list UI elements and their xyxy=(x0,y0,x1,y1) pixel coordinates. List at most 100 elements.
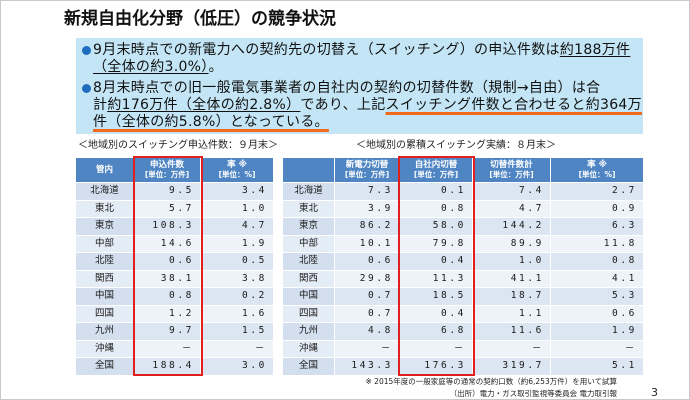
value-cell: 4.8 xyxy=(335,322,400,340)
value-cell: 10.1 xyxy=(335,234,400,252)
region-name: 北陸 xyxy=(283,252,335,270)
region-name: 全国 xyxy=(76,357,134,375)
table-row: 北海道 7.3 0.1 7.4 2.7 xyxy=(283,182,643,200)
value-cell: 5.1 xyxy=(551,357,643,375)
column-header: 管内 xyxy=(76,158,134,182)
value-cell: 79.8 xyxy=(400,234,473,252)
region-name: 中部 xyxy=(76,234,134,252)
value-cell: 3.8 xyxy=(201,269,273,287)
column-header-label: 申込件数 xyxy=(149,160,184,170)
table-row: 関西 29.8 11.3 41.1 4.1 xyxy=(283,269,643,287)
region-name: 沖縄 xyxy=(283,339,335,357)
value-cell: － xyxy=(551,339,643,357)
summary-box: 9月末時点での新電力への契約先の切替え（スイッチング）の申込件数は約188万件 … xyxy=(76,38,643,134)
value-cell: 1.0 xyxy=(201,199,273,217)
value-cell: 41.1 xyxy=(473,269,551,287)
value-cell: 0.6 xyxy=(335,252,400,270)
region-name: 沖縄 xyxy=(76,339,134,357)
bullet-dot-icon xyxy=(82,46,91,55)
value-cell: 0.1 xyxy=(400,182,473,200)
table-header-row: 管内 申込件数 [単位：万件] 率 ※ [単位：%] xyxy=(76,158,273,182)
table-row: 東北 3.9 0.8 4.7 0.9 xyxy=(283,199,643,217)
column-header: 自社内切替 [単位：万件] xyxy=(400,158,473,182)
value-cell: 1.5 xyxy=(201,322,273,340)
column-header-label: 新電力切替 xyxy=(345,160,389,170)
bullet-dot-icon xyxy=(82,84,91,93)
value-cell: 6.8 xyxy=(400,322,473,340)
region-name: 北陸 xyxy=(76,252,134,270)
table-header-row: 新電力切替 [単位：万件] 自社内切替 [単位：万件] 切替件数計 [単位：万件] 率 ※[… xyxy=(283,158,643,182)
value-cell: 319.7 xyxy=(473,357,551,375)
value-cell: 0.7 xyxy=(335,287,400,305)
left-table-caption: ＜地域別のスイッチング申込件数：９月末＞ xyxy=(78,140,278,151)
table-row: 四国 1.2 1.6 xyxy=(76,304,273,322)
column-header: 率 ※ [単位：%] xyxy=(201,158,273,182)
table-row: 中国 0.8 0.2 xyxy=(76,287,273,305)
column-header-label: 管内 xyxy=(95,165,113,175)
footnote: ※ 2015年度の一般家庭等の通常の契約口数（約6,253万件）を用いて試算 xyxy=(365,377,618,386)
column-header-label: 自社内切替 xyxy=(414,160,458,170)
value-cell: 9.7 xyxy=(134,322,201,340)
value-cell: 14.6 xyxy=(134,234,201,252)
value-cell: 18.5 xyxy=(400,287,473,305)
column-header-unit: [単位：万件] xyxy=(413,170,459,179)
table-row: 関西 38.1 3.8 xyxy=(76,269,273,287)
value-cell: 144.2 xyxy=(473,217,551,235)
cumulative-switching-table: 新電力切替 [単位：万件] 自社内切替 [単位：万件] 切替件数計 [単位：万件] 率 ※[… xyxy=(283,158,643,375)
table-row: 沖縄－－ xyxy=(76,339,273,357)
column-header-unit: [単位：万件] xyxy=(144,170,190,179)
value-cell: 1.1 xyxy=(473,304,551,322)
underlined-figure: 約188万件 xyxy=(559,42,631,58)
column-header: 新電力切替 [単位：万件] xyxy=(335,158,400,182)
value-cell: 4.7 xyxy=(201,217,273,235)
value-cell: 29.8 xyxy=(335,269,400,287)
region-name: 中部 xyxy=(283,234,335,252)
value-cell: 5.3 xyxy=(551,287,643,305)
region-name: 東北 xyxy=(76,199,134,217)
value-cell: 1.9 xyxy=(201,234,273,252)
table-row: 九州 4.8 6.8 11.6 1.9 xyxy=(283,322,643,340)
bullet-line: （全体の約3.0%）。 xyxy=(93,59,643,76)
highlight-box xyxy=(398,156,475,376)
value-cell: 0.9 xyxy=(551,199,643,217)
value-cell: 143.3 xyxy=(335,357,400,375)
value-cell: 4.7 xyxy=(473,199,551,217)
value-cell: 7.4 xyxy=(473,182,551,200)
highlighted-figure: 件（全体の約5.8%）となっている。 xyxy=(93,114,329,130)
table-row: 東京 86.2 58.0 144.2 6.3 xyxy=(283,217,643,235)
column-header: 申込件数 [単位：万件] xyxy=(134,158,201,182)
page-title: 新規自由化分野（低圧）の競争状況 xyxy=(64,9,336,29)
value-cell: 0.2 xyxy=(201,287,273,305)
table-row: 全国 188.4 3.0 xyxy=(76,357,273,375)
page-number: 3 xyxy=(651,386,658,399)
value-cell: － xyxy=(400,339,473,357)
value-cell: 0.8 xyxy=(134,287,201,305)
column-header-label: 率 ※ xyxy=(587,160,607,170)
value-cell: 0.6 xyxy=(551,304,643,322)
column-header: 切替件数計 [単位：万件] xyxy=(473,158,551,182)
table-row: 中国 0.7 18.5 18.7 5.3 xyxy=(283,287,643,305)
highlighted-figure: スイッチング件数と合わせると約364万 xyxy=(385,97,642,113)
value-cell: － xyxy=(473,339,551,357)
column-header-unit: [単位：%] xyxy=(578,170,616,179)
bullet-text: 8月末時点での旧一般電気事業者の自社内の契約の切替件数（規制→自由）は合 xyxy=(93,80,601,96)
value-cell: 3.0 xyxy=(201,357,273,375)
region-name: 四国 xyxy=(283,304,335,322)
table-row: 沖縄－－－－ xyxy=(283,339,643,357)
region-name: 東京 xyxy=(76,217,134,235)
bullet-line: 8月末時点での旧一般電気事業者の自社内の契約の切替件数（規制→自由）は合 xyxy=(93,80,643,97)
column-header: 率 ※ [単位：%] xyxy=(551,158,643,182)
column-header-unit: [単位：万件] xyxy=(489,170,534,179)
region-name: 関西 xyxy=(76,269,134,287)
table-row: 全国 143.3 176.3 319.7 5.1 xyxy=(283,357,643,375)
value-cell: 11.6 xyxy=(473,322,551,340)
region-name: 全国 xyxy=(283,357,335,375)
value-cell: 11.8 xyxy=(551,234,643,252)
value-cell: 188.4 xyxy=(134,357,201,375)
value-cell: 0.4 xyxy=(400,252,473,270)
value-cell: 1.6 xyxy=(201,304,273,322)
column-header-label: 切替件数計 xyxy=(490,160,533,170)
table-row: 四国 0.7 0.4 1.1 0.6 xyxy=(283,304,643,322)
value-cell: 0.8 xyxy=(400,199,473,217)
